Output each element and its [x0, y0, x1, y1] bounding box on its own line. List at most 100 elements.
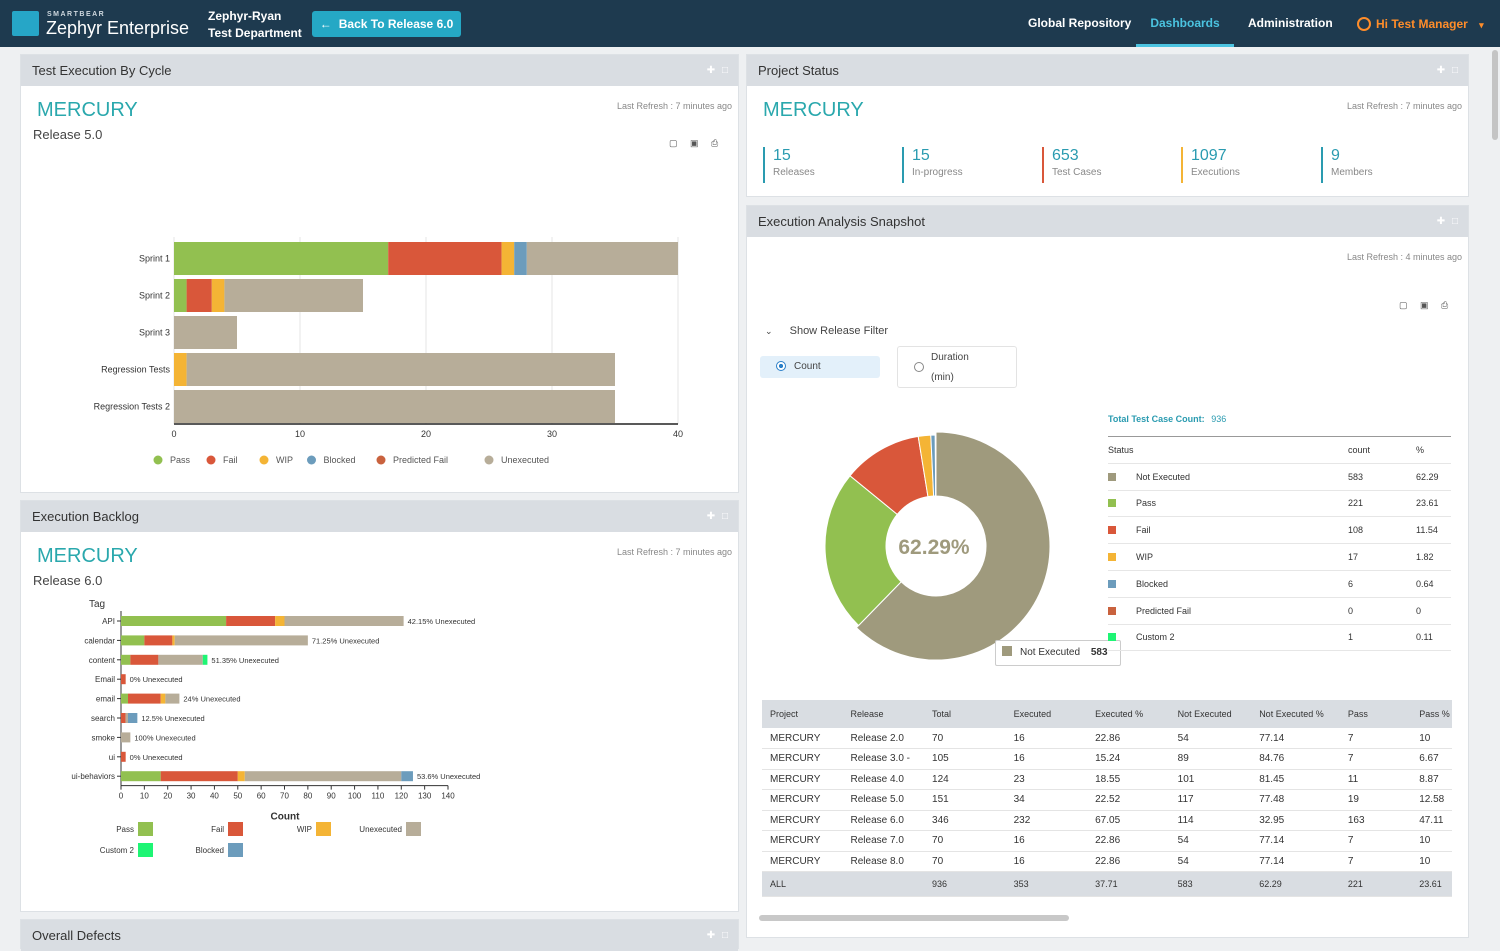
- bar-segment: [275, 616, 285, 626]
- table-cell: 67.05: [1087, 810, 1170, 831]
- print-icon[interactable]: ⎙: [1441, 300, 1449, 310]
- table-cell: 62.29: [1251, 871, 1340, 897]
- status-table: Status count % Not Executed 583 62.29 Pass 2…: [1108, 436, 1451, 652]
- table-row[interactable]: MERCURY Release 7.0 70 16 22.86 54 77.14 7 10: [762, 830, 1452, 852]
- panel-controls[interactable]: ✚ □: [707, 55, 728, 86]
- table-row[interactable]: MERCURY Release 6.0 346 232 67.05 114 32.95 163…: [762, 810, 1452, 831]
- brand-name[interactable]: Zephyr Enterprise: [46, 18, 190, 38]
- percent-cell: 0.64: [1416, 570, 1451, 598]
- nav-administration[interactable]: Administration: [1248, 16, 1333, 30]
- bar-segment: [224, 279, 363, 312]
- image-export-icon[interactable]: ▣: [1420, 300, 1429, 310]
- x-tick-label: 20: [163, 792, 172, 801]
- panel-controls[interactable]: ✚ □: [707, 920, 728, 951]
- maximize-icon[interactable]: □: [721, 930, 728, 941]
- panel-controls[interactable]: ✚ □: [707, 501, 728, 532]
- horizontal-scrollbar[interactable]: [759, 915, 1069, 921]
- radio-count[interactable]: Count: [760, 356, 880, 378]
- status-panel-header[interactable]: Project Status ✚ □: [747, 55, 1468, 86]
- tooltip-swatch: [1002, 646, 1012, 656]
- bar-percent-label: 71.25% Unexecuted: [312, 636, 380, 645]
- column-header[interactable]: Not Executed %: [1251, 700, 1340, 728]
- stat-in-progress[interactable]: 15 In-progress: [902, 147, 963, 183]
- status-swatch: [1108, 472, 1116, 481]
- move-icon[interactable]: ✚: [706, 511, 716, 522]
- user-menu[interactable]: Hi Test Manager ▾: [1357, 17, 1484, 31]
- stat-members[interactable]: 9 Members: [1321, 147, 1373, 183]
- nav-global-repository[interactable]: Global Repository: [1028, 16, 1132, 30]
- status-cell: Predicted Fail: [1108, 597, 1348, 625]
- move-icon[interactable]: ✚: [1436, 65, 1446, 76]
- stat-value: 653: [1052, 147, 1079, 164]
- move-icon[interactable]: ✚: [706, 930, 716, 941]
- category-label: Sprint 3: [139, 328, 170, 338]
- column-header[interactable]: Not Executed: [1169, 700, 1252, 728]
- page-scrollbar[interactable]: [1492, 50, 1498, 140]
- zephyr-logo-icon[interactable]: [12, 11, 39, 36]
- table-cell: 114: [1169, 810, 1252, 831]
- column-header[interactable]: Pass: [1339, 700, 1412, 728]
- pdf-export-icon[interactable]: ▢: [1399, 300, 1408, 310]
- table-cell: 10: [1411, 851, 1452, 872]
- bar-percent-label: 0% Unexecuted: [130, 675, 183, 684]
- bar-segment: [125, 713, 129, 723]
- bar-segment: [401, 771, 413, 782]
- backlog-panel-header[interactable]: Execution Backlog ✚ □: [21, 501, 738, 532]
- print-icon[interactable]: ⎙: [711, 138, 719, 148]
- column-header[interactable]: Executed: [1005, 700, 1088, 728]
- last-refresh: Last Refresh : 7 minutes ago: [616, 101, 732, 111]
- x-tick-label: 90: [327, 792, 336, 801]
- panel-controls[interactable]: ✚ □: [1437, 55, 1458, 86]
- stat-test-cases[interactable]: 653 Test Cases: [1042, 147, 1101, 183]
- maximize-icon[interactable]: □: [721, 65, 728, 76]
- image-export-icon[interactable]: ▣: [690, 138, 699, 148]
- legend-label: Custom 2: [100, 846, 135, 855]
- table-row[interactable]: MERCURY Release 8.0 70 16 22.86 54 77.14 7 10: [762, 851, 1452, 872]
- panel-title: Test Execution By Cycle: [32, 63, 172, 78]
- project-selector[interactable]: Zephyr-Ryan Test Department: [208, 8, 302, 42]
- table-cell: 7: [1339, 748, 1412, 770]
- table-cell: 10: [1411, 728, 1452, 749]
- stat-executions[interactable]: 1097 Executions: [1181, 147, 1240, 183]
- total-value: 936: [1211, 414, 1227, 424]
- radio-duration[interactable]: Duration (min): [897, 346, 1017, 388]
- move-icon[interactable]: ✚: [706, 65, 716, 76]
- cycle-panel-header[interactable]: Test Execution By Cycle ✚ □: [21, 55, 738, 86]
- bar-segment: [160, 771, 238, 782]
- table-cell: Release 7.0: [842, 830, 925, 852]
- back-to-release-button[interactable]: ← Back To Release 6.0: [312, 11, 461, 37]
- column-header[interactable]: Pass %: [1411, 700, 1452, 728]
- release-filter-toggle[interactable]: ⌄ Show Release Filter: [765, 325, 888, 337]
- maximize-icon[interactable]: □: [721, 511, 728, 522]
- project-name: MERCURY: [37, 99, 138, 121]
- snapshot-panel-header[interactable]: Execution Analysis Snapshot ✚ □: [747, 206, 1468, 237]
- panel-controls[interactable]: ✚ □: [1437, 206, 1458, 237]
- column-header[interactable]: Project: [762, 700, 843, 728]
- table-row[interactable]: MERCURY Release 5.0 151 34 22.52 117 77.48 19 12…: [762, 789, 1452, 811]
- stat-label: In-progress: [912, 167, 963, 178]
- nav-dashboards[interactable]: Dashboards: [1136, 0, 1234, 47]
- table-cell: [842, 871, 925, 897]
- move-icon[interactable]: ✚: [1436, 216, 1446, 227]
- column-header[interactable]: Release: [842, 700, 925, 728]
- pdf-export-icon[interactable]: ▢: [669, 138, 678, 148]
- stat-releases[interactable]: 15 Releases: [763, 147, 815, 183]
- table-row[interactable]: MERCURY Release 4.0 124 23 18.55 101 81.45 11 8.…: [762, 769, 1452, 790]
- table-cell: 54: [1169, 851, 1252, 872]
- maximize-icon[interactable]: □: [1451, 216, 1458, 227]
- maximize-icon[interactable]: □: [1451, 65, 1458, 76]
- column-header[interactable]: Total: [924, 700, 1006, 728]
- table-cell: Release 5.0: [842, 789, 925, 811]
- filter-label: Show Release Filter: [789, 325, 889, 337]
- table-cell: Release 2.0: [842, 728, 925, 749]
- backlog-chart: Tag 0 10 20 30 40 50 60 70 80 90 100 110 120 130 140 Cou…: [71, 599, 480, 857]
- table-cell: 18.55: [1087, 769, 1170, 790]
- defects-panel-header[interactable]: Overall Defects ✚ □: [21, 920, 738, 951]
- user-greeting: Hi Test Manager: [1376, 17, 1468, 31]
- table-cell: 117: [1169, 789, 1252, 811]
- table-row[interactable]: MERCURY Release 3.0 -105 16 15.24 89 84.76 7 6.…: [762, 748, 1452, 770]
- table-row[interactable]: MERCURY Release 2.0 70 16 22.86 54 77.14 7 10: [762, 728, 1452, 749]
- table-cell: 12.58: [1411, 789, 1452, 811]
- column-header[interactable]: Executed %: [1087, 700, 1170, 728]
- table-cell: MERCURY: [762, 728, 843, 749]
